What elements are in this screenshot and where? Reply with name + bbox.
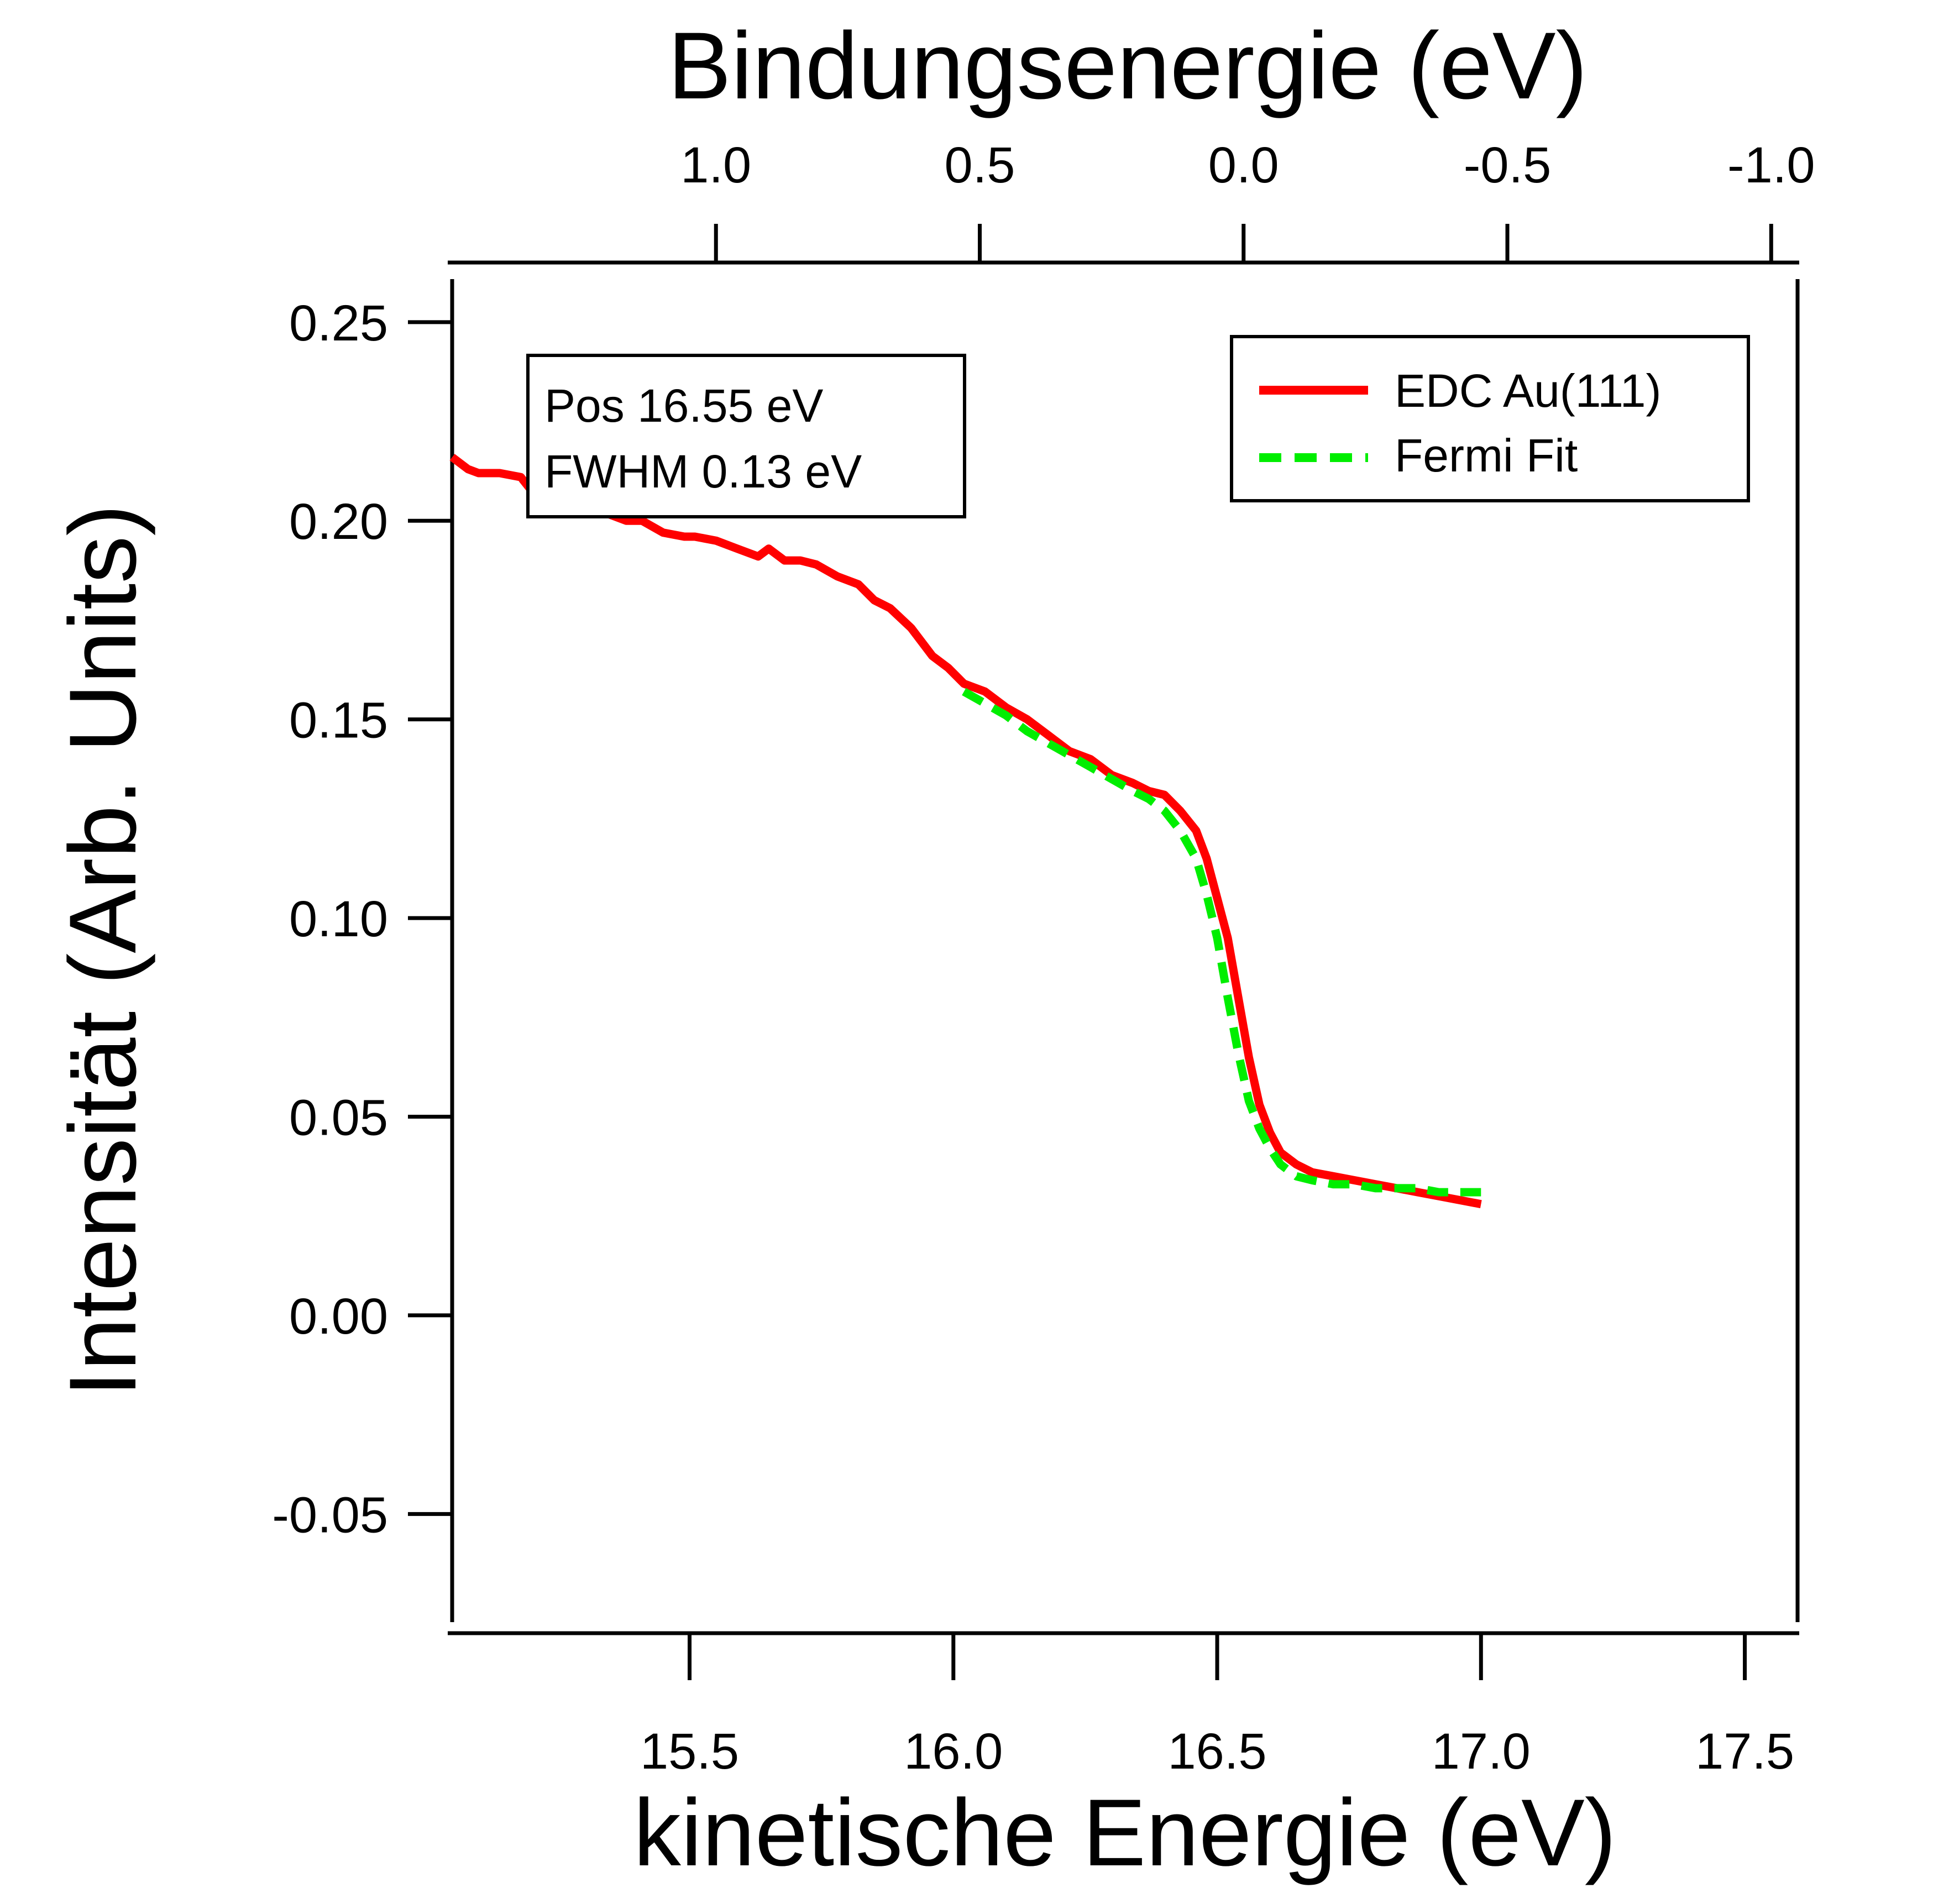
x2-tick-label: -1.0 [1727,137,1815,193]
legend: EDC Au(111) Fermi Fit [1230,335,1750,502]
y-tick-label: 0.00 [289,1288,388,1345]
x2-tick-label: 0.0 [1208,137,1279,193]
x-tick-label: 16.5 [1168,1723,1267,1780]
x2-axis-title: Bindungsenergie (eV) [668,13,1588,119]
annotation-line-1: Pos 16.55 eV [544,380,823,432]
axis-ticks: 15.5 16.0 16.5 17.0 17.5 1.0 0.5 0.0 -0.5 -1.0 0.2… [272,137,1815,1780]
y-tick-label: 0.10 [289,891,388,947]
x-tick-label: 15.5 [640,1723,739,1780]
series-line-fermi-fit [962,688,1481,1197]
series-line-edc [449,454,1482,1209]
y-tick-label: 0.25 [289,295,388,352]
x2-tick-label: 0.5 [945,137,1015,193]
series-group [449,454,1482,1209]
x2-tick-label: 1.0 [680,137,751,193]
annotation-line-2: FWHM 0.13 eV [544,445,862,497]
x-axis-title: kinetische Energie (eV) [633,1780,1616,1886]
legend-frame [1230,335,1750,502]
plot-frame [448,260,1800,1635]
y-tick-label: -0.05 [272,1487,388,1543]
x-tick-label: 16.0 [904,1723,1003,1780]
x-tick-label: 17.0 [1432,1723,1531,1780]
annotation-frame [526,354,966,518]
y-axis-title: Intensität (Arb. Units) [50,504,156,1397]
annotation-box: Pos 16.55 eV FWHM 0.13 eV [526,354,966,518]
x2-tick-label: -0.5 [1464,137,1552,193]
y-tick-label: 0.15 [289,693,388,749]
legend-label-edc: EDC Au(111) [1395,365,1661,417]
legend-label-fermi: Fermi Fit [1395,429,1578,481]
y-tick-label: 0.20 [289,494,388,550]
y-tick-label: 0.05 [289,1090,388,1146]
x-tick-label: 17.5 [1695,1723,1794,1780]
